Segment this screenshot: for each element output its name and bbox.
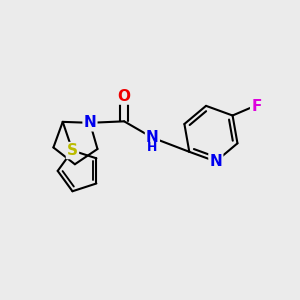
Text: N: N <box>146 130 159 145</box>
Text: F: F <box>251 99 262 114</box>
Text: N: N <box>209 154 222 169</box>
Text: N: N <box>84 115 96 130</box>
Text: O: O <box>118 88 130 104</box>
Text: H: H <box>147 141 158 154</box>
Text: S: S <box>67 143 78 158</box>
